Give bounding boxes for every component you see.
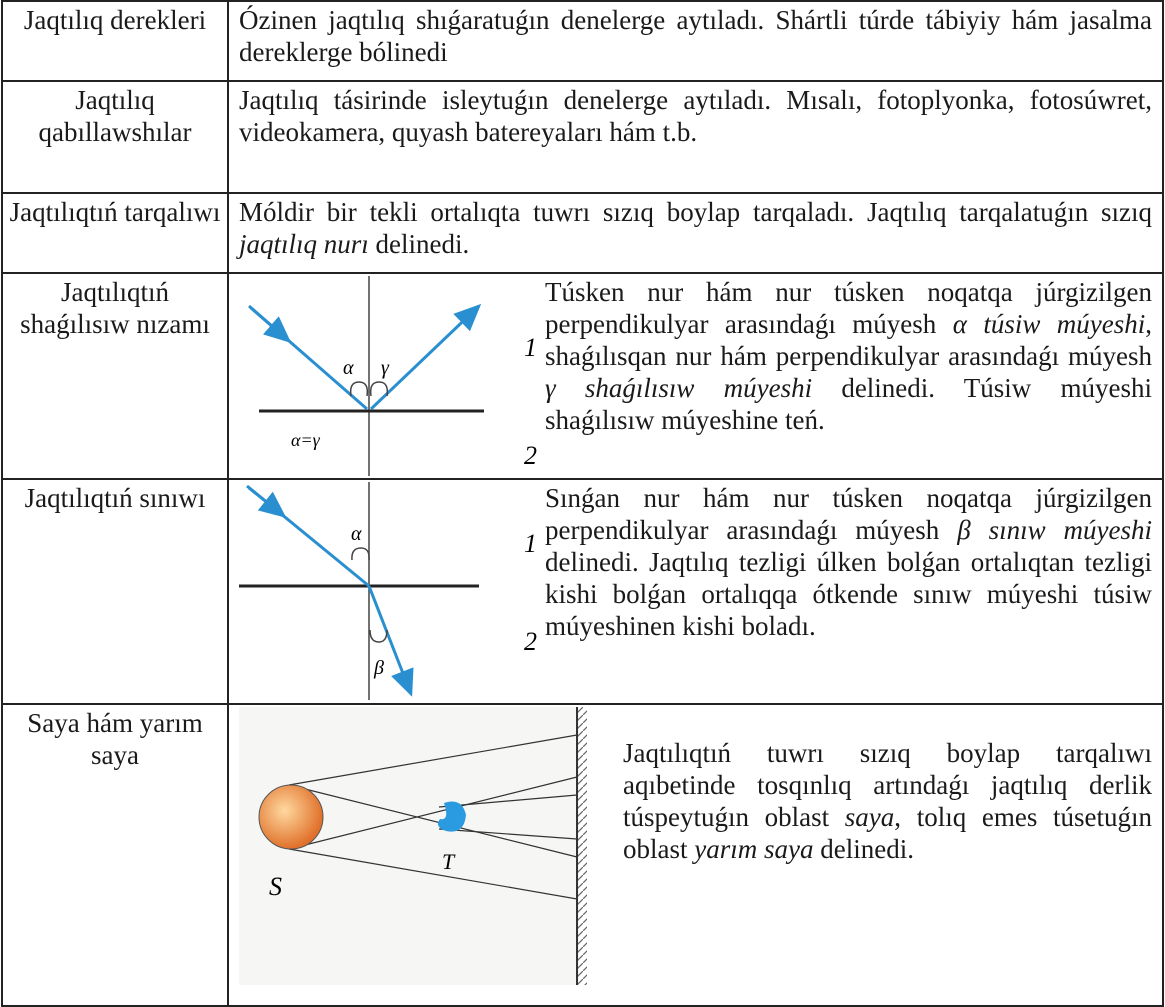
figure-label: γ bbox=[381, 357, 390, 379]
term: Jaqtılıqtıń shaǵılısıw nızamı bbox=[1, 272, 229, 480]
term: Jaqtılıqtıń tarqalıwı bbox=[1, 192, 229, 274]
figure-label: α bbox=[343, 357, 354, 379]
figure-label: S bbox=[269, 872, 282, 901]
description: Móldir bir tekli ortalıqta tuwrı sızıq b… bbox=[227, 192, 1164, 274]
text: delinedi. bbox=[368, 229, 470, 259]
reflection-figure: α γ α=γ 1 2 bbox=[248, 276, 537, 476]
split: α β 1 2 Sınǵan nur hám nur túsken noqatq… bbox=[239, 482, 1152, 700]
text: delinedi. Jaqtılıq tezligi úlken bolǵan … bbox=[545, 547, 1152, 641]
description-cell: S T Jaqtılıqtıń tuwrı sızıq boylap tarqa… bbox=[227, 703, 1164, 1007]
term: Jaqtılıq qabıllawshılar bbox=[1, 80, 229, 194]
italic-text: γ shaǵılısıw múyeshi bbox=[545, 373, 813, 403]
row: Jaqtılıqtıń shaǵılısıw nızamı α γ α=γ bbox=[1, 272, 1164, 480]
split: α γ α=γ 1 2 Túsken nur hám nur túsken no… bbox=[239, 276, 1152, 476]
italic-text: yarım saya bbox=[694, 834, 814, 864]
figure-label: T bbox=[442, 849, 456, 874]
text: Sınǵan nur hám nur túsken noqatqa júrgiz… bbox=[545, 483, 1152, 545]
row: Jaqtılıq qabıllawshılar Jaqtılıq tásirin… bbox=[1, 80, 1164, 194]
italic-text: α túsiw múyeshi bbox=[952, 309, 1146, 339]
description: Ózinen jaqtılıq shıǵaratuǵın denelerge a… bbox=[227, 0, 1164, 82]
figure-label: β bbox=[373, 657, 384, 679]
shadow-figure: S T bbox=[239, 707, 587, 985]
text: , tolıq emes túsetuǵın oblast bbox=[623, 802, 1152, 864]
refraction-figure: α β 1 2 bbox=[239, 482, 537, 700]
figure-label: 1 bbox=[524, 333, 537, 362]
text: Jaqtılıq tásirinde isleytuǵın denelerge … bbox=[239, 85, 1152, 147]
term: Jaqtılıqtıń sınıwı bbox=[1, 478, 229, 705]
row: Jaqtılıqtıń tarqalıwı Móldir bir tekli o… bbox=[1, 192, 1164, 274]
figure-label: 2 bbox=[524, 627, 537, 656]
description: Jaqtılıqtıń tuwrı sızıq boylap tarqalıwı… bbox=[599, 707, 1152, 865]
description: Túsken nur hám nur túsken noqatqa júrgiz… bbox=[539, 276, 1152, 436]
italic-text: jaqtılıq nurı bbox=[239, 229, 369, 259]
text: delinedi. Túsiw múyeshi shaǵılısıw múyes… bbox=[545, 373, 1152, 435]
split: S T Jaqtılıqtıń tuwrı sızıq boylap tarqa… bbox=[239, 707, 1152, 987]
term: Saya hám yarım saya bbox=[1, 703, 229, 1007]
row: Jaqtılıqtıń sınıwı α β 1 2 Sınǵan nur há… bbox=[1, 478, 1164, 705]
figure-label: α=γ bbox=[291, 430, 321, 450]
row: Jaqtılıq derekleri Ózinen jaqtılıq shıǵa… bbox=[1, 0, 1164, 82]
row: Saya hám yarım saya bbox=[1, 703, 1164, 1007]
text: Móldir bir tekli ortalıqta tuwrı sızıq b… bbox=[239, 197, 1152, 227]
text: delinedi. bbox=[813, 834, 914, 864]
description: Sınǵan nur hám nur túsken noqatqa júrgiz… bbox=[539, 482, 1152, 642]
description-cell: α β 1 2 Sınǵan nur hám nur túsken noqatq… bbox=[227, 478, 1164, 705]
figure-label: α bbox=[351, 523, 362, 545]
text: , shaǵılısqan nur hám perpendikulyar ara… bbox=[545, 309, 1152, 371]
italic-text: β sınıw múyeshi bbox=[957, 515, 1152, 545]
description-cell: α γ α=γ 1 2 Túsken nur hám nur túsken no… bbox=[227, 272, 1164, 480]
figure-label: 1 bbox=[524, 529, 537, 558]
italic-text: saya bbox=[844, 802, 895, 832]
term: Jaqtılıq derekleri bbox=[1, 0, 229, 82]
text: Ózinen jaqtılıq shıǵaratuǵın denelerge a… bbox=[239, 5, 1152, 67]
text: Jaqtılıqtıń tuwrı sızıq boylap tarqalıwı… bbox=[623, 738, 1152, 832]
text: Túsken nur hám nur túsken noqatqa júrgiz… bbox=[545, 277, 1152, 339]
description: Jaqtılıq tásirinde isleytuǵın denelerge … bbox=[227, 80, 1164, 194]
figure-label: 2 bbox=[524, 441, 537, 470]
